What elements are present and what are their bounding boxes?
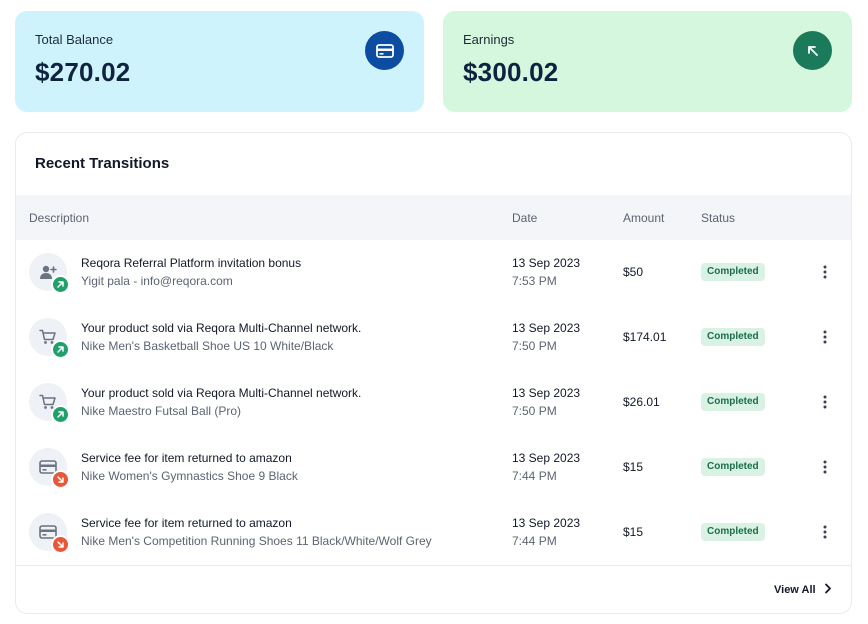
earnings-card: Earnings $300.02 xyxy=(443,11,852,112)
table-row: Service fee for item returned to amazon N… xyxy=(16,435,851,500)
column-amount: Amount xyxy=(623,211,665,225)
transaction-time: 7:50 PM xyxy=(512,339,557,353)
transaction-subtitle: Nike Women's Gymnastics Shoe 9 Black xyxy=(81,469,298,483)
credit-card-icon xyxy=(29,513,70,554)
more-options-icon[interactable] xyxy=(816,457,834,477)
column-date: Date xyxy=(512,211,538,225)
credit-card-icon xyxy=(29,448,70,489)
more-options-icon[interactable] xyxy=(816,262,834,282)
table-row: Service fee for item returned to amazon N… xyxy=(16,500,851,565)
table-row: Reqora Referral Platform invitation bonu… xyxy=(16,240,851,305)
panel-title: Recent Transitions xyxy=(35,155,170,172)
status-badge: Completed xyxy=(701,458,765,476)
transaction-title: Reqora Referral Platform invitation bonu… xyxy=(81,256,302,270)
transaction-subtitle: Nike Men's Basketball Shoe US 10 White/B… xyxy=(81,339,334,353)
transaction-title: Service fee for item returned to amazon xyxy=(81,516,292,530)
transaction-subtitle: Yigit pala - info@reqora.com xyxy=(81,274,233,288)
user-add-icon xyxy=(29,253,70,294)
status-badge: Completed xyxy=(701,328,765,346)
transaction-date: 13 Sep 2023 xyxy=(512,451,581,465)
arrow-up-left-icon xyxy=(793,31,832,70)
arrow-up-right-icon xyxy=(51,405,70,424)
transaction-amount: $174.01 xyxy=(623,330,667,344)
transaction-time: 7:53 PM xyxy=(512,274,557,288)
view-all-link[interactable]: View All xyxy=(774,583,832,597)
credit-card-icon xyxy=(365,31,404,70)
transaction-time: 7:50 PM xyxy=(512,404,557,418)
transaction-amount: $50 xyxy=(623,265,644,279)
transaction-amount: $15 xyxy=(623,460,644,474)
total-balance-card: Total Balance $270.02 xyxy=(15,11,424,112)
transaction-title: Service fee for item returned to amazon xyxy=(81,451,292,465)
transaction-title: Your product sold via Reqora Multi-Chann… xyxy=(81,386,362,400)
cart-icon xyxy=(29,383,70,424)
recent-transitions-panel: Recent Transitions Description Date Amou… xyxy=(15,132,852,614)
arrow-up-right-icon xyxy=(51,340,70,359)
total-balance-value: $270.02 xyxy=(35,57,131,87)
table-header: Description Date Amount Status xyxy=(16,195,851,240)
view-all-label: View All xyxy=(774,584,816,596)
more-options-icon[interactable] xyxy=(816,327,834,347)
status-badge: Completed xyxy=(701,393,765,411)
transaction-amount: $15 xyxy=(623,525,644,539)
more-options-icon[interactable] xyxy=(816,522,834,542)
arrow-down-right-icon xyxy=(51,535,70,554)
table-row: Your product sold via Reqora Multi-Chann… xyxy=(16,370,851,435)
cart-icon xyxy=(29,318,70,359)
transaction-date: 13 Sep 2023 xyxy=(512,256,581,270)
transaction-time: 7:44 PM xyxy=(512,469,557,483)
earnings-label: Earnings xyxy=(463,32,515,47)
earnings-value: $300.02 xyxy=(463,57,559,87)
status-badge: Completed xyxy=(701,523,765,541)
arrow-down-right-icon xyxy=(51,470,70,489)
column-description: Description xyxy=(29,211,90,225)
status-badge: Completed xyxy=(701,263,765,281)
arrow-up-right-icon xyxy=(51,275,70,294)
transaction-title: Your product sold via Reqora Multi-Chann… xyxy=(81,321,362,335)
chevron-right-icon xyxy=(824,583,832,597)
transaction-subtitle: Nike Maestro Futsal Ball (Pro) xyxy=(81,404,242,418)
transaction-date: 13 Sep 2023 xyxy=(512,386,581,400)
transaction-date: 13 Sep 2023 xyxy=(512,516,581,530)
footer-divider xyxy=(16,565,851,566)
table-row: Your product sold via Reqora Multi-Chann… xyxy=(16,305,851,370)
column-status: Status xyxy=(701,211,736,225)
more-options-icon[interactable] xyxy=(816,392,834,412)
transaction-date: 13 Sep 2023 xyxy=(512,321,581,335)
total-balance-label: Total Balance xyxy=(35,32,114,47)
transaction-subtitle: Nike Men's Competition Running Shoes 11 … xyxy=(81,534,432,548)
transaction-amount: $26.01 xyxy=(623,395,660,409)
transaction-time: 7:44 PM xyxy=(512,534,557,548)
